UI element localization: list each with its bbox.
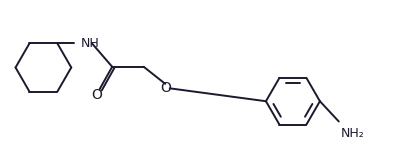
Text: O: O: [160, 81, 170, 95]
Text: NH: NH: [81, 37, 99, 50]
Text: O: O: [91, 88, 102, 102]
Text: NH₂: NH₂: [340, 127, 364, 140]
